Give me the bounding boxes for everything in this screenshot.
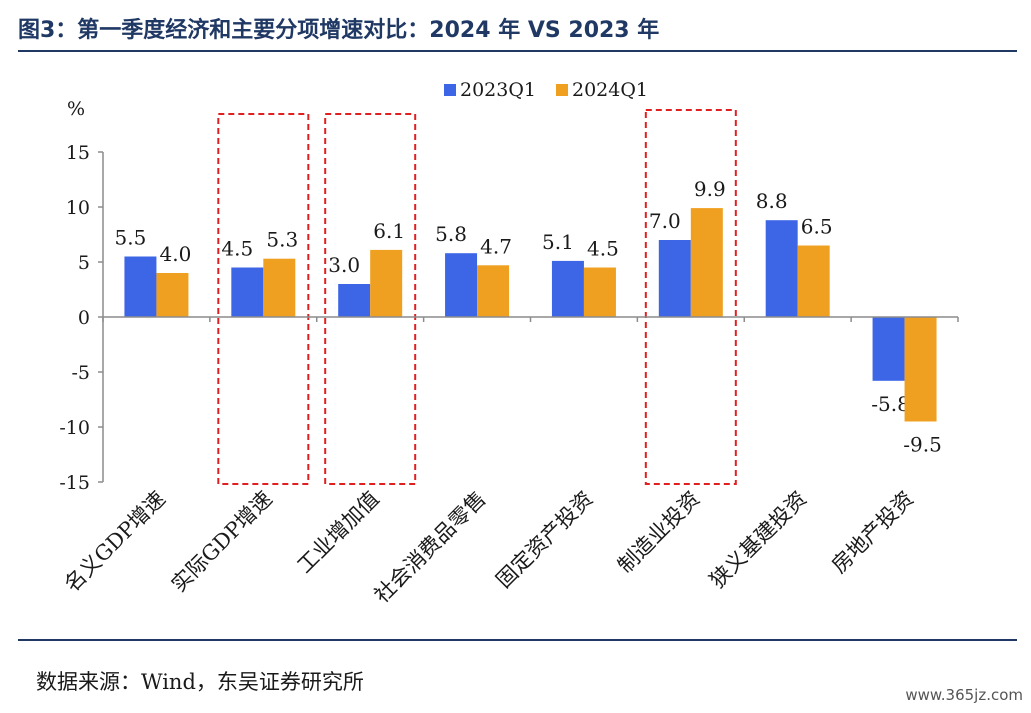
legend-label: 2024Q1 <box>572 79 648 101</box>
bar-2024Q1 <box>797 245 830 317</box>
y-tick-label: 0 <box>78 307 90 329</box>
data-label: 5.1 <box>542 230 574 254</box>
data-label: 4.7 <box>480 234 512 258</box>
legend-label: 2023Q1 <box>460 79 536 101</box>
bar-2023Q1 <box>658 240 691 317</box>
data-label: 9.9 <box>694 177 726 201</box>
data-label: 4.0 <box>160 242 192 266</box>
data-label: 8.8 <box>756 189 788 213</box>
data-label: 4.5 <box>221 237 253 261</box>
x-category-label: 社会消费品零售 <box>370 487 491 608</box>
bar-2023Q1 <box>872 317 905 381</box>
x-category-label: 工业增加值 <box>293 487 384 578</box>
bar-2024Q1 <box>690 208 723 317</box>
y-tick-label: 10 <box>66 197 90 219</box>
data-label: 6.5 <box>801 215 833 239</box>
data-label: 5.5 <box>115 226 147 250</box>
bar-2023Q1 <box>765 220 798 317</box>
y-tick-label: -10 <box>59 417 90 439</box>
bar-2024Q1 <box>583 267 616 317</box>
source-rule <box>18 639 1017 641</box>
bar-2024Q1 <box>263 258 296 317</box>
y-tick-label: 5 <box>78 252 90 274</box>
highlight-box <box>324 113 417 485</box>
bar-2023Q1 <box>124 256 157 317</box>
y-tick-label: 15 <box>66 142 90 164</box>
x-category-label: 狭义基建投资 <box>705 487 811 593</box>
bar-2023Q1 <box>231 267 264 317</box>
x-category-label: 名义GDP增速 <box>60 487 170 597</box>
bar-chart: 15 10 5 0 -5 -10 -15% 5.5 4.5 3.0 5.8 5.1 7.0 8.8 -5.8… <box>59 79 959 608</box>
y-tick-label: -15 <box>59 472 90 494</box>
legend-swatch <box>444 84 456 96</box>
y-tick-label: -5 <box>71 362 90 384</box>
highlight-box <box>644 109 737 485</box>
data-label: 7.0 <box>649 209 681 233</box>
chart-title: 图3：第一季度经济和主要分项增速对比：2024 年 VS 2023 年 <box>18 18 660 43</box>
data-label: 3.0 <box>328 253 360 277</box>
data-label: 6.1 <box>373 219 405 243</box>
bar-2024Q1 <box>156 273 189 317</box>
legend-swatch <box>556 84 568 96</box>
y-axis-label: % <box>67 98 85 120</box>
source-note: 数据来源：Wind，东吴证券研究所 <box>36 670 364 694</box>
data-label: 4.5 <box>587 237 619 261</box>
data-label: -5.8 <box>871 392 910 416</box>
bar-2024Q1 <box>477 265 510 317</box>
title-rule <box>18 50 1017 52</box>
data-label: -9.5 <box>903 433 942 457</box>
bar-2024Q1 <box>370 249 403 317</box>
x-category-label: 固定资产投资 <box>491 487 597 593</box>
data-label: 5.8 <box>435 222 467 246</box>
x-category-label: 制造业投资 <box>613 487 704 578</box>
x-category-label: 实际GDP增速 <box>167 487 277 597</box>
bar-2024Q1 <box>904 317 937 422</box>
highlight-box <box>217 113 310 485</box>
x-category-label: 房地产投资 <box>827 487 918 578</box>
bar-2023Q1 <box>445 253 478 317</box>
bar-2023Q1 <box>338 284 371 317</box>
bar-2023Q1 <box>551 260 584 317</box>
data-label: 5.3 <box>266 228 298 252</box>
watermark: www.365jz.com <box>905 686 1023 704</box>
